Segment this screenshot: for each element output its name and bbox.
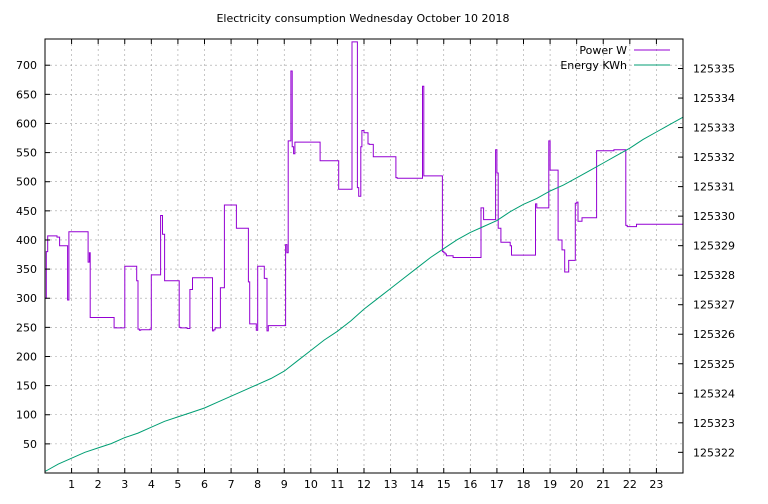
y2-tick-label: 125334 [693, 92, 735, 105]
y-tick-label: 200 [16, 350, 37, 363]
x-tick-label: 16 [463, 478, 477, 491]
series-layer [44, 41, 684, 472]
y2-tick-label: 125331 [693, 181, 735, 194]
x-tick-label: 18 [517, 478, 531, 491]
y-tick-label: 300 [16, 292, 37, 305]
y2-tick-label: 125335 [693, 63, 735, 76]
y-tick-label: 650 [16, 88, 37, 101]
x-tick-label: 1 [68, 478, 75, 491]
y2-tick-label: 125333 [693, 122, 735, 135]
y2-tick-label: 125330 [693, 210, 735, 223]
x-tick-label: 17 [490, 478, 504, 491]
x-tick-label: 19 [543, 478, 557, 491]
x-tick-label: 6 [201, 478, 208, 491]
y-tick-label: 600 [16, 117, 37, 130]
y-tick-label: 150 [16, 380, 37, 393]
y-tick-label: 500 [16, 176, 37, 189]
y-tick-label: 250 [16, 321, 37, 334]
x-tick-label: 11 [330, 478, 344, 491]
x-tick-label: 7 [228, 478, 235, 491]
y2-tick-label: 125324 [693, 387, 735, 400]
x-tick-label: 3 [121, 478, 128, 491]
y2-tick-label: 125327 [693, 299, 735, 312]
y2-tick-label: 125329 [693, 240, 735, 253]
x-tick-label: 2 [95, 478, 102, 491]
y-tick-label: 400 [16, 234, 37, 247]
legend-label-power: Power W [579, 44, 627, 57]
y2-tick-label: 125328 [693, 269, 735, 282]
chart-title: Electricity consumption Wednesday Octobe… [216, 12, 509, 25]
x-tick-label: 23 [649, 478, 663, 491]
x-tick-label: 8 [254, 478, 261, 491]
x-tick-label: 4 [148, 478, 155, 491]
x-tick-label: 15 [437, 478, 451, 491]
y2-tick-label: 125325 [693, 358, 735, 371]
energy-kwhseries-line [44, 116, 684, 472]
x-tick-label: 22 [623, 478, 637, 491]
grid [45, 39, 683, 473]
y-tick-label: 700 [16, 59, 37, 72]
y-tick-label: 50 [23, 438, 37, 451]
x-tick-label: 21 [596, 478, 610, 491]
x-tick-label: 5 [174, 478, 181, 491]
y-tick-label: 350 [16, 263, 37, 276]
y2-tick-label: 125322 [693, 446, 735, 459]
y-tick-label: 100 [16, 409, 37, 422]
y-tick-label: 450 [16, 205, 37, 218]
power-wseries-line [45, 41, 683, 332]
legend-label-energy: Energy KWh [560, 59, 627, 72]
x-tick-label: 9 [281, 478, 288, 491]
x-tick-label: 14 [410, 478, 424, 491]
x-tick-label: 20 [570, 478, 584, 491]
ticks: 1 2 3 4 5 6 7 8 9 10 11 12 13 14 15 16 17 18 19 20 21 22 23501… [16, 39, 735, 491]
legend: Power W Energy KWh [560, 44, 670, 72]
x-tick-label: 10 [304, 478, 318, 491]
x-tick-label: 12 [357, 478, 371, 491]
y2-tick-label: 125326 [693, 328, 735, 341]
y-tick-label: 550 [16, 147, 37, 160]
y2-tick-label: 125332 [693, 151, 735, 164]
x-tick-label: 13 [384, 478, 398, 491]
y2-tick-label: 125323 [693, 417, 735, 430]
